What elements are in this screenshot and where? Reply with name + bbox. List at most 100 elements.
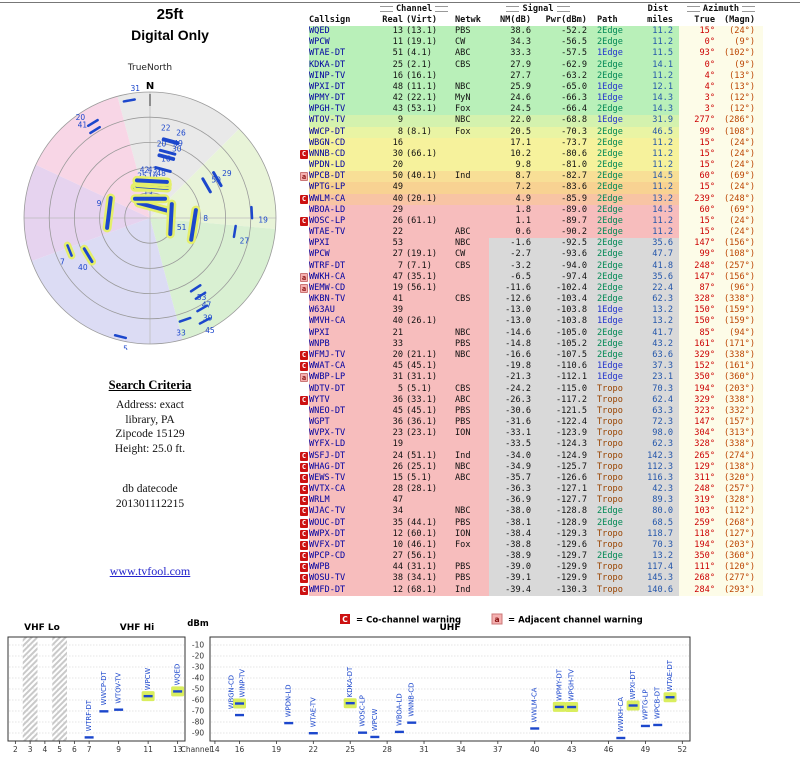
cell-callsign[interactable]: WKBN-TV xyxy=(309,294,377,306)
adjacent-channel-legend-text: = Adjacent channel warning xyxy=(508,616,643,626)
cell-callsign[interactable]: WPMY-DT xyxy=(309,93,377,105)
cell-callsign[interactable]: WEMW-CD xyxy=(309,282,377,295)
co-channel-warning-chip: C xyxy=(300,563,308,573)
station-callsign-label: WTOV-TV xyxy=(115,672,123,703)
antenna-height-title: 25ft xyxy=(156,6,184,23)
cell-az_magn: (13°) xyxy=(715,81,763,94)
cell-callsign[interactable]: WNEO-DT xyxy=(309,405,377,418)
cell-callsign[interactable]: WTAE-TV xyxy=(309,227,377,239)
cell-callsign[interactable]: WOUC-DT xyxy=(309,517,377,529)
cell-callsign[interactable]: WPTG-LP xyxy=(309,182,377,194)
marker-bar xyxy=(122,98,136,103)
cell-callsign[interactable]: WYTV xyxy=(309,394,377,406)
marker-channel-label: 53 xyxy=(197,293,207,302)
channel-marker: 53 xyxy=(189,284,207,302)
spectrum-station: KDKA-DT xyxy=(343,666,357,709)
cell-callsign[interactable]: WTRF-DT xyxy=(309,260,377,272)
cell-miles: 23.1 xyxy=(637,372,679,384)
cell-callsign[interactable]: WWBP-LP xyxy=(309,372,377,384)
cell-callsign[interactable]: WRLM xyxy=(309,495,377,507)
spectrum-station: WBGN-CD xyxy=(228,675,245,717)
cell-netwk: NBC xyxy=(447,115,489,127)
cell-callsign[interactable]: WTAE-DT xyxy=(309,48,377,60)
cell-path: 2Edge xyxy=(587,148,637,161)
cell-callsign[interactable]: WVPX-TV xyxy=(309,428,377,440)
cell-callsign[interactable]: WHAG-DT xyxy=(309,461,377,473)
cell-callsign[interactable]: WPXI xyxy=(309,238,377,250)
search-height-line: Height: 25.0 ft. xyxy=(114,442,186,455)
station-signal-bar xyxy=(567,705,577,709)
cell-real: 42 xyxy=(377,93,403,105)
cell-callsign[interactable]: WPCB-DT xyxy=(309,171,377,183)
table-row: C WVTX-CA 28 (28.1) -36.3 -127.1 Tropo 42.3 248°… xyxy=(299,484,797,496)
cell-callsign[interactable]: WTOV-TV xyxy=(309,115,377,127)
cell-callsign[interactable]: WWPX-DT xyxy=(309,528,377,540)
cell-callsign[interactable]: WMVH-CA xyxy=(309,316,377,328)
cell-miles: 41.7 xyxy=(637,327,679,339)
table-group-azimuth: Azimuth xyxy=(679,4,763,15)
cell-virt: (51.1) xyxy=(403,450,447,462)
cell-virt xyxy=(403,204,447,216)
table-group-spacer xyxy=(447,4,489,15)
cell-callsign[interactable]: WDTV-DT xyxy=(309,383,377,395)
cell-callsign[interactable]: WWLM-CA xyxy=(309,193,377,205)
station-callsign-label: WPCW xyxy=(371,708,379,731)
cell-marker: C xyxy=(299,193,309,205)
compass-sector xyxy=(35,96,150,218)
marker-bar xyxy=(66,244,73,257)
cell-callsign[interactable]: WWCP-DT xyxy=(309,126,377,138)
cell-callsign[interactable]: WPCP-CD xyxy=(309,551,377,563)
table-row: C WOSU-TV 38 (34.1) PBS -39.1 -129.9 Tropo 145.3… xyxy=(299,573,797,585)
cell-path: Tropo xyxy=(587,472,637,485)
dbm-tick-label: -20 xyxy=(192,652,204,661)
cell-callsign[interactable]: W63AU xyxy=(309,305,377,317)
cell-virt: (28.1) xyxy=(403,484,447,496)
cell-callsign[interactable]: WBOA-LD xyxy=(309,204,377,216)
cell-callsign[interactable]: WMFD-DT xyxy=(309,584,377,596)
tvfool-link-wrap: www.tvfool.com xyxy=(40,562,260,580)
cell-netwk xyxy=(447,495,489,507)
table-row: C WVFX-DT 10 (46.1) Fox -38.8 -129.6 Tropo 70.3 1… xyxy=(299,539,797,552)
cell-callsign[interactable]: WNNB-CD xyxy=(309,148,377,161)
cell-callsign[interactable]: WINP-TV xyxy=(309,70,377,82)
cell-callsign[interactable]: WPCW xyxy=(309,249,377,261)
cell-callsign[interactable]: WBGN-CD xyxy=(309,137,377,149)
cell-callsign[interactable]: WVTX-CA xyxy=(309,484,377,496)
tvfool-link[interactable]: www.tvfool.com xyxy=(109,564,191,578)
cell-callsign[interactable]: WQED xyxy=(309,26,377,38)
cell-callsign[interactable]: WPCW xyxy=(309,37,377,49)
table-col-header-miles: miles xyxy=(647,15,673,25)
cell-callsign[interactable]: WOSC-LP xyxy=(309,215,377,228)
cell-nm_db: 38.6 xyxy=(489,26,531,38)
cell-real: 22 xyxy=(377,227,403,239)
station-signal-bar xyxy=(665,696,675,699)
cell-az_magn: (96°) xyxy=(715,282,763,295)
cell-callsign[interactable]: WPXI xyxy=(309,327,377,339)
cell-callsign[interactable]: WWAT-CA xyxy=(309,361,377,373)
cell-callsign[interactable]: WOSU-TV xyxy=(309,573,377,585)
cell-callsign[interactable]: WGPT xyxy=(309,417,377,429)
cell-path: Tropo xyxy=(587,405,637,418)
cell-callsign[interactable]: WNPB xyxy=(309,338,377,350)
cell-callsign[interactable]: WEWS-TV xyxy=(309,472,377,485)
cell-miles: 14.3 xyxy=(637,104,679,116)
cell-callsign[interactable]: WJAC-TV xyxy=(309,506,377,518)
cell-callsign[interactable]: WFMJ-TV xyxy=(309,349,377,362)
cell-az_true: 268° xyxy=(679,573,715,585)
marker-channel-label: 40 xyxy=(78,263,88,272)
cell-callsign[interactable]: WVFX-DT xyxy=(309,539,377,552)
cell-real: 43 xyxy=(377,104,403,116)
cell-pwr_dbm: -89.7 xyxy=(531,215,587,228)
co-channel-legend-text: = Co-channel warning xyxy=(356,616,461,626)
cell-nm_db: -35.7 xyxy=(489,472,531,485)
cell-callsign[interactable]: WSFJ-DT xyxy=(309,450,377,462)
cell-callsign[interactable]: WPDN-LD xyxy=(309,160,377,172)
cell-callsign[interactable]: WYFX-LD xyxy=(309,439,377,451)
cell-real: 38 xyxy=(377,573,403,585)
cell-callsign[interactable]: WWKH-CA xyxy=(309,271,377,283)
cell-callsign[interactable]: WPXI-DT xyxy=(309,81,377,94)
cell-az_magn: (102°) xyxy=(715,48,763,60)
cell-callsign[interactable]: KDKA-DT xyxy=(309,59,377,71)
cell-callsign[interactable]: WPGH-TV xyxy=(309,104,377,116)
cell-callsign[interactable]: WWPB xyxy=(309,562,377,574)
